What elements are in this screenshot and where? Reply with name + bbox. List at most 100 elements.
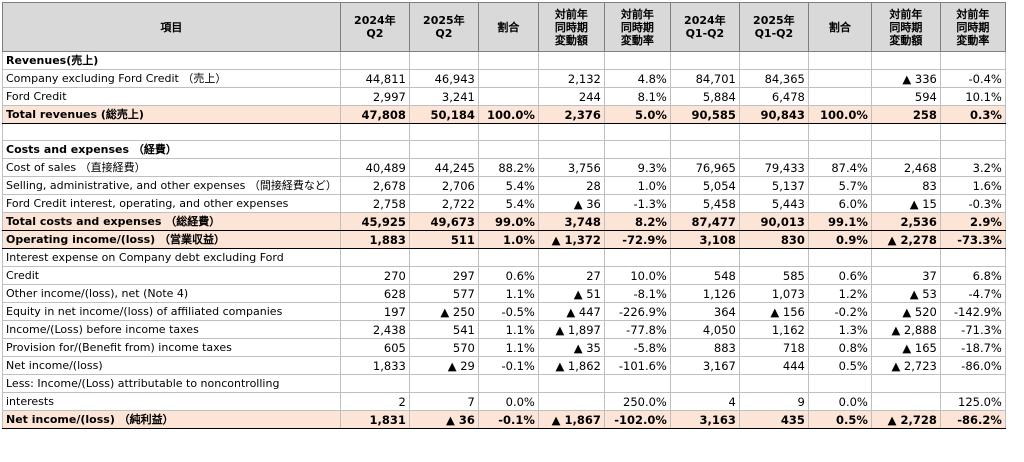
total-row: Total revenues (総売上) 47,808 50,184 100.0% 2,…: [2, 105, 1006, 124]
table-cell: ▲ 53: [870, 284, 941, 303]
table-cell: 2,997: [339, 87, 410, 106]
table-cell: [870, 123, 941, 141]
table-cell: [669, 374, 740, 393]
column-header: 2024年 Q2: [339, 2, 410, 52]
table-cell: [807, 87, 872, 106]
table-cell: 50,184: [408, 105, 479, 124]
table-cell: 3,163: [669, 410, 740, 429]
table-cell: ▲ 36: [408, 410, 479, 429]
table-cell: 1,831: [339, 410, 410, 429]
column-header-label: 2024年 Q2: [354, 14, 396, 40]
table-cell: 4,050: [669, 320, 740, 339]
table-cell: [477, 248, 539, 267]
table-cell: 90,585: [669, 105, 740, 124]
table-cell: 585: [738, 266, 809, 285]
table-cell: [477, 51, 539, 70]
table-cell: 5,884: [669, 87, 740, 106]
row-label: Total costs and expenses （総経費）: [2, 212, 341, 231]
column-header: 対前年 同時期 変動額: [537, 2, 605, 52]
table-cell: 9: [738, 392, 809, 411]
table-cell: -77.8%: [603, 320, 671, 339]
column-header-label: 項目: [160, 20, 183, 34]
table-cell: 3,167: [669, 356, 740, 375]
table-cell: 5,137: [738, 176, 809, 195]
table-cell: 297: [408, 266, 479, 285]
table-cell: 2,468: [870, 158, 941, 177]
table-cell: 628: [339, 284, 410, 303]
table-cell: ▲ 2,728: [870, 410, 941, 429]
table-cell: 7: [408, 392, 479, 411]
table-cell: [603, 374, 671, 393]
table-cell: [939, 374, 1006, 393]
column-header-item: 項目: [2, 2, 341, 52]
table-row: Other income/(loss), net (Note 4) 628 577 1…: [2, 284, 1006, 303]
table-cell: [603, 123, 671, 141]
table-cell: 2.9%: [939, 212, 1006, 231]
table-cell: 718: [738, 338, 809, 357]
table-cell: 511: [408, 230, 479, 249]
table-cell: 197: [339, 302, 410, 321]
table-row: Less: Income/(Loss) attributable to nonc…: [2, 374, 1006, 393]
table-cell: 605: [339, 338, 410, 357]
column-header: 対前年 同時期 変動額: [870, 2, 941, 52]
table-cell: 1.1%: [477, 338, 539, 357]
table-cell: -5.8%: [603, 338, 671, 357]
table-cell: ▲ 35: [537, 338, 605, 357]
table-cell: 90,843: [738, 105, 809, 124]
row-label: Operating income/(loss) （営業収益）: [2, 230, 341, 249]
table-cell: -0.4%: [939, 69, 1006, 88]
table-cell: 83: [870, 176, 941, 195]
table-cell: 2,536: [870, 212, 941, 231]
column-header: 2025年 Q1-Q2: [738, 2, 809, 52]
table-cell: [408, 140, 479, 159]
table-cell: [537, 123, 605, 141]
table-cell: 435: [738, 410, 809, 429]
table-cell: [807, 140, 872, 159]
table-cell: ▲ 51: [537, 284, 605, 303]
table-cell: [669, 123, 740, 141]
row-label: Other income/(loss), net (Note 4): [2, 284, 341, 303]
table-cell: 2,678: [339, 176, 410, 195]
table-cell: 1,162: [738, 320, 809, 339]
column-header: 割合: [807, 2, 872, 52]
table-cell: 270: [339, 266, 410, 285]
table-cell: 6.0%: [807, 194, 872, 213]
table-cell: [939, 123, 1006, 141]
table-cell: 44,245: [408, 158, 479, 177]
table-cell: 10.1%: [939, 87, 1006, 106]
table-cell: -102.0%: [603, 410, 671, 429]
table-cell: [738, 248, 809, 267]
table-cell: 2,706: [408, 176, 479, 195]
table-cell: 250.0%: [603, 392, 671, 411]
table-cell: [408, 51, 479, 70]
column-header: 2024年 Q1-Q2: [669, 2, 740, 52]
table-cell: [807, 69, 872, 88]
table-cell: 0.0%: [477, 392, 539, 411]
table-cell: -73.3%: [939, 230, 1006, 249]
table-cell: 1.2%: [807, 284, 872, 303]
table-cell: 6,478: [738, 87, 809, 106]
table-cell: [669, 248, 740, 267]
table-cell: 79,433: [738, 158, 809, 177]
table-cell: 8.1%: [603, 87, 671, 106]
table-cell: 99.0%: [477, 212, 539, 231]
table-row: Interest expense on Company debt excludi…: [2, 248, 1006, 267]
table-cell: 2: [339, 392, 410, 411]
table-cell: 1.3%: [807, 320, 872, 339]
table-cell: 3,748: [537, 212, 605, 231]
table-cell: [807, 248, 872, 267]
table-cell: 1,073: [738, 284, 809, 303]
table-body: Revenues(売上) Company excluding Ford Credi…: [2, 51, 1006, 429]
table-cell: [669, 140, 740, 159]
table-cell: 0.5%: [807, 356, 872, 375]
table-cell: [477, 87, 539, 106]
table-cell: 830: [738, 230, 809, 249]
table-row: [2, 123, 1006, 141]
table-cell: 99.1%: [807, 212, 872, 231]
table-row: Equity in net income/(loss) of affiliate…: [2, 302, 1006, 321]
table-cell: [339, 123, 410, 141]
table-cell: [807, 51, 872, 70]
table-cell: ▲ 520: [870, 302, 941, 321]
table-cell: 37: [870, 266, 941, 285]
column-header: 対前年 同時期 変動率: [603, 2, 671, 52]
